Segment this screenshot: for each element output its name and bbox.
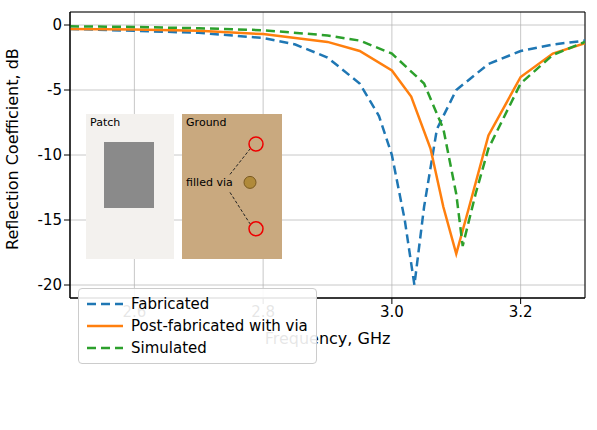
svg-text:Reflection Coefficient, dB: Reflection Coefficient, dB <box>3 48 22 250</box>
svg-text:-20: -20 <box>38 276 63 294</box>
svg-text:-10: -10 <box>38 146 63 164</box>
svg-text:Frequency, GHz: Frequency, GHz <box>265 329 391 348</box>
svg-text:3.0: 3.0 <box>380 303 404 321</box>
svg-text:2.6: 2.6 <box>122 303 146 321</box>
svg-text:3.2: 3.2 <box>509 303 533 321</box>
svg-text:2.8: 2.8 <box>251 303 275 321</box>
svg-text:0: 0 <box>52 16 62 34</box>
svg-text:-5: -5 <box>47 81 62 99</box>
svg-text:-15: -15 <box>38 211 63 229</box>
